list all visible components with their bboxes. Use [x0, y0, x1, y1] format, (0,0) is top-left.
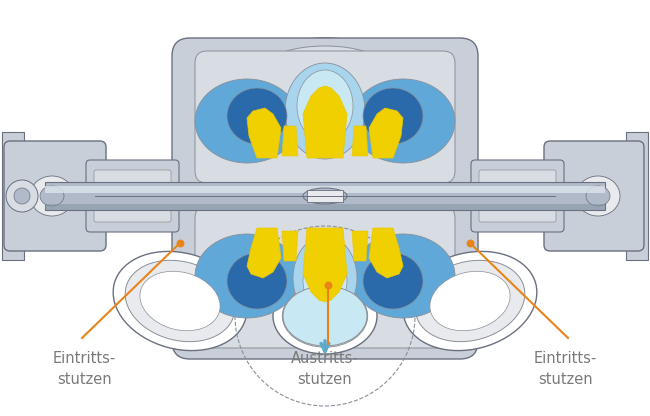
FancyBboxPatch shape	[479, 170, 556, 222]
Text: Austritts-
stutzen: Austritts- stutzen	[291, 351, 359, 387]
Ellipse shape	[195, 234, 299, 318]
Ellipse shape	[363, 253, 423, 309]
Ellipse shape	[303, 251, 347, 311]
Polygon shape	[282, 231, 298, 261]
Ellipse shape	[30, 176, 74, 216]
Polygon shape	[369, 228, 403, 278]
Ellipse shape	[282, 285, 368, 347]
Ellipse shape	[283, 286, 367, 346]
FancyBboxPatch shape	[471, 160, 564, 232]
Ellipse shape	[285, 63, 365, 159]
Bar	[45, 186, 605, 193]
Ellipse shape	[227, 88, 287, 144]
Polygon shape	[369, 108, 403, 158]
Text: Eintritts-
stutzen: Eintritts- stutzen	[534, 351, 597, 387]
Ellipse shape	[195, 79, 299, 163]
Ellipse shape	[140, 271, 220, 331]
Ellipse shape	[415, 260, 525, 342]
Polygon shape	[282, 126, 298, 156]
Ellipse shape	[303, 188, 347, 204]
Ellipse shape	[293, 236, 357, 320]
Ellipse shape	[403, 251, 537, 351]
Point	[175, 240, 185, 246]
Polygon shape	[303, 86, 347, 158]
Ellipse shape	[6, 180, 38, 212]
Ellipse shape	[255, 38, 395, 94]
Bar	[2, 132, 24, 260]
FancyBboxPatch shape	[4, 141, 106, 251]
Polygon shape	[247, 228, 281, 278]
Ellipse shape	[351, 234, 455, 318]
Text: Eintritts-
stutzen: Eintritts- stutzen	[53, 351, 116, 387]
Ellipse shape	[430, 271, 510, 331]
FancyBboxPatch shape	[172, 193, 478, 359]
Ellipse shape	[273, 278, 377, 354]
FancyBboxPatch shape	[195, 51, 455, 183]
Bar	[45, 204, 605, 210]
Ellipse shape	[363, 88, 423, 144]
Ellipse shape	[40, 186, 64, 206]
Ellipse shape	[576, 176, 620, 216]
Ellipse shape	[125, 260, 235, 342]
FancyBboxPatch shape	[195, 206, 455, 348]
Bar	[45, 182, 605, 210]
Polygon shape	[247, 108, 281, 158]
Ellipse shape	[297, 70, 353, 142]
Ellipse shape	[14, 188, 30, 204]
Ellipse shape	[586, 186, 610, 206]
Ellipse shape	[267, 46, 383, 86]
Ellipse shape	[294, 293, 356, 339]
Bar	[626, 132, 648, 260]
Polygon shape	[303, 228, 347, 302]
Ellipse shape	[113, 251, 247, 351]
FancyBboxPatch shape	[544, 141, 644, 251]
Ellipse shape	[227, 253, 287, 309]
Polygon shape	[352, 126, 368, 156]
Point	[465, 240, 475, 246]
FancyBboxPatch shape	[94, 170, 171, 222]
Polygon shape	[352, 231, 368, 261]
Bar	[307, 190, 343, 202]
FancyBboxPatch shape	[172, 38, 478, 194]
FancyBboxPatch shape	[86, 160, 179, 232]
Ellipse shape	[351, 79, 455, 163]
Point	[323, 282, 333, 288]
